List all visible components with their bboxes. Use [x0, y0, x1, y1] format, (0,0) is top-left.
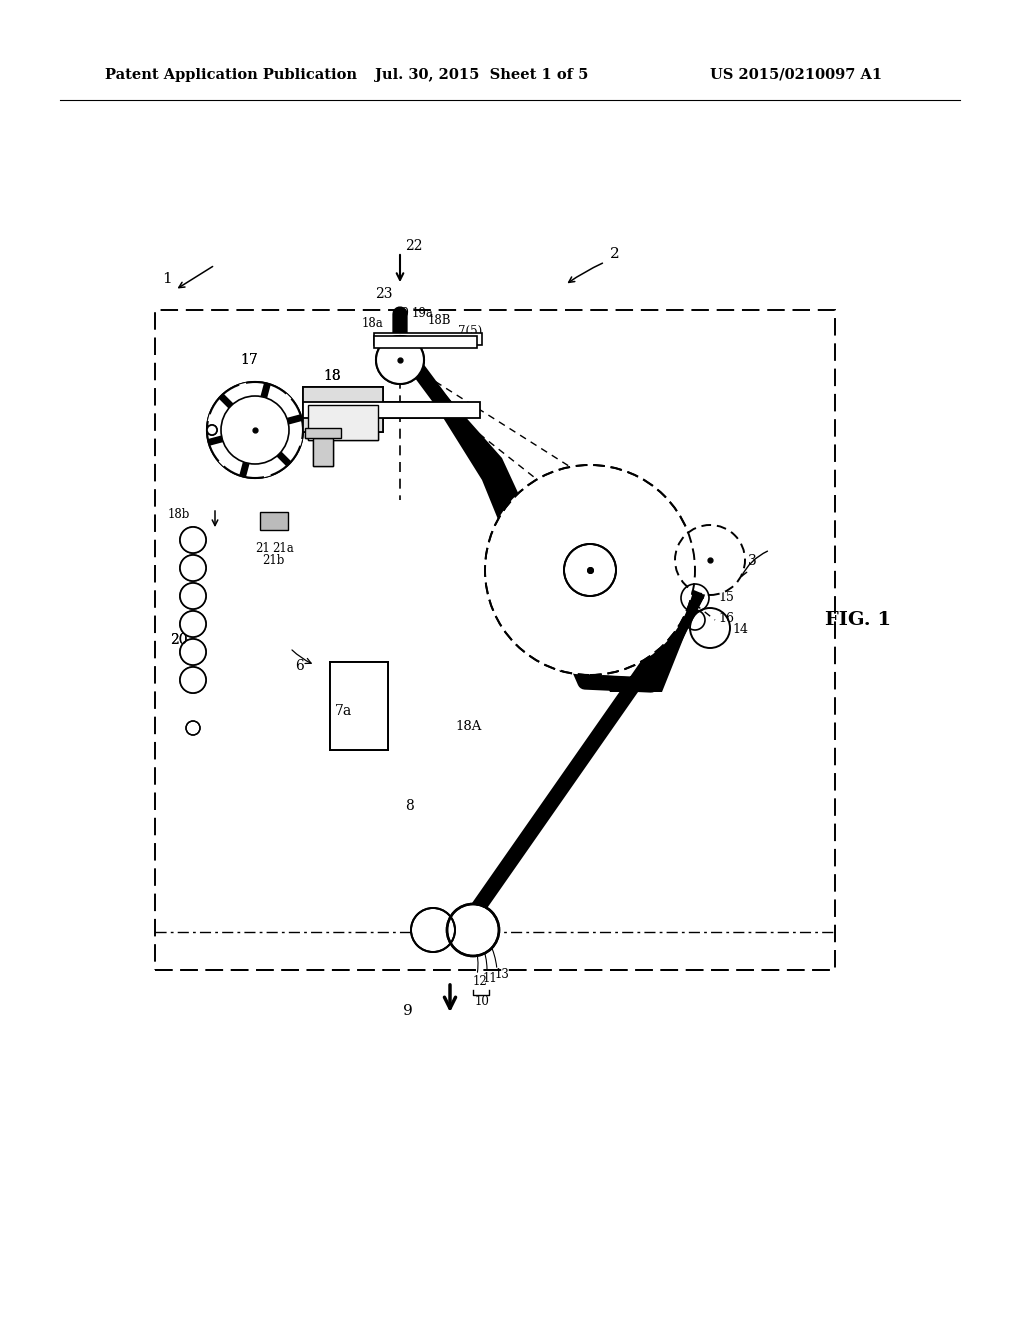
Bar [374, 337, 477, 348]
Bar [308, 405, 378, 440]
Text: 13: 13 [495, 968, 510, 981]
Text: 18: 18 [323, 370, 341, 383]
Bar [155, 310, 835, 970]
Bar [308, 405, 378, 440]
Text: 17: 17 [240, 352, 258, 367]
Circle shape [487, 467, 693, 673]
Circle shape [180, 639, 206, 665]
Bar [303, 403, 480, 418]
Text: Patent Application Publication: Patent Application Publication [105, 69, 357, 82]
Circle shape [221, 396, 289, 465]
Circle shape [180, 554, 206, 581]
Text: 7a: 7a [335, 704, 352, 718]
Circle shape [207, 381, 303, 478]
Bar [303, 403, 429, 418]
Circle shape [207, 425, 217, 436]
Text: 18a: 18a [362, 317, 384, 330]
Text: 21b: 21b [262, 554, 285, 568]
Text: 14: 14 [732, 623, 748, 636]
Circle shape [449, 906, 498, 954]
Text: 7a: 7a [335, 704, 352, 718]
Circle shape [376, 337, 424, 384]
Text: 7(5): 7(5) [458, 325, 482, 338]
Text: 4: 4 [572, 504, 581, 517]
Text: 19a: 19a [412, 308, 434, 319]
Text: 18: 18 [323, 370, 341, 383]
Text: 19: 19 [395, 308, 410, 319]
Circle shape [180, 583, 206, 609]
Text: 6: 6 [295, 659, 304, 673]
Polygon shape [394, 314, 702, 925]
Circle shape [412, 909, 454, 950]
Bar [330, 663, 388, 750]
Bar [313, 438, 333, 466]
Text: 15: 15 [718, 591, 734, 605]
Text: 17: 17 [240, 352, 258, 367]
Text: 18B: 18B [428, 314, 452, 327]
Circle shape [675, 525, 745, 595]
Bar [303, 387, 383, 432]
Text: 2: 2 [610, 247, 620, 261]
Text: 1: 1 [162, 272, 172, 286]
Circle shape [180, 611, 206, 638]
Text: US 2015/0210097 A1: US 2015/0210097 A1 [710, 69, 882, 82]
Text: 11: 11 [483, 972, 498, 985]
Text: 21: 21 [255, 543, 269, 554]
Bar [305, 428, 341, 438]
Text: 9: 9 [403, 1005, 413, 1018]
Text: 12: 12 [473, 975, 487, 987]
Text: 23: 23 [375, 286, 392, 301]
Text: 20: 20 [170, 634, 187, 647]
Bar [305, 428, 341, 438]
Text: Jul. 30, 2015  Sheet 1 of 5: Jul. 30, 2015 Sheet 1 of 5 [375, 69, 589, 82]
Text: 8: 8 [406, 799, 414, 813]
Bar [260, 512, 288, 531]
Bar [303, 387, 383, 432]
Text: 3: 3 [748, 554, 757, 568]
Text: 16: 16 [718, 612, 734, 624]
Circle shape [485, 465, 695, 675]
Circle shape [180, 667, 206, 693]
Text: 18b: 18b [168, 508, 190, 521]
Text: 10: 10 [475, 995, 489, 1008]
Circle shape [221, 396, 289, 465]
Circle shape [207, 425, 217, 436]
Circle shape [207, 381, 303, 478]
Circle shape [376, 337, 424, 384]
Text: FIG. 1: FIG. 1 [825, 611, 891, 630]
Text: 22: 22 [406, 239, 423, 253]
Text: 21a: 21a [272, 543, 294, 554]
Bar [330, 663, 388, 750]
Circle shape [180, 527, 206, 553]
Text: 20: 20 [170, 634, 187, 647]
Bar [374, 333, 482, 345]
Text: 18A: 18A [455, 719, 481, 733]
Bar [313, 438, 333, 466]
